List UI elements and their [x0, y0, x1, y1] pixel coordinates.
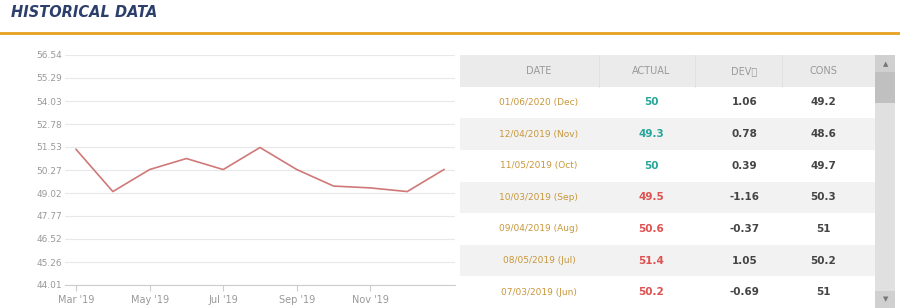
Text: 12/04/2019 (Nov): 12/04/2019 (Nov)	[500, 130, 579, 139]
Text: CONS: CONS	[810, 66, 837, 76]
Text: 50.2: 50.2	[638, 287, 664, 297]
Text: HISTORICAL DATA: HISTORICAL DATA	[11, 5, 158, 20]
Text: 0.39: 0.39	[732, 161, 758, 171]
Text: ▲: ▲	[883, 61, 888, 67]
Text: 10/03/2019 (Sep): 10/03/2019 (Sep)	[500, 193, 579, 202]
Bar	[460, 87, 876, 118]
Text: 50.6: 50.6	[638, 224, 664, 234]
Text: 51: 51	[816, 224, 831, 234]
Bar	[460, 150, 876, 181]
Bar	[460, 245, 876, 276]
Text: 09/04/2019 (Aug): 09/04/2019 (Aug)	[500, 225, 579, 233]
Text: 50: 50	[644, 97, 658, 107]
Text: DATE: DATE	[526, 66, 552, 76]
Bar	[460, 213, 876, 245]
Text: 07/03/2019 (Jun): 07/03/2019 (Jun)	[501, 288, 577, 297]
Text: 48.6: 48.6	[811, 129, 836, 139]
Bar	[460, 55, 876, 87]
Text: DEVⓘ: DEVⓘ	[732, 66, 758, 76]
Text: 50.2: 50.2	[811, 256, 836, 265]
Text: 50.3: 50.3	[811, 192, 836, 202]
Text: 01/06/2020 (Dec): 01/06/2020 (Dec)	[500, 98, 579, 107]
Bar	[460, 181, 876, 213]
Text: 0.78: 0.78	[732, 129, 758, 139]
Bar	[876, 72, 895, 103]
Text: -0.69: -0.69	[730, 287, 760, 297]
Bar	[460, 276, 876, 308]
Text: 51.4: 51.4	[638, 256, 664, 265]
Bar	[876, 55, 895, 72]
Text: 51: 51	[816, 287, 831, 297]
Bar	[876, 55, 895, 308]
Bar	[460, 118, 876, 150]
Bar	[876, 291, 895, 308]
Text: 49.2: 49.2	[811, 97, 836, 107]
Text: 1.06: 1.06	[732, 97, 758, 107]
Text: 08/05/2019 (Jul): 08/05/2019 (Jul)	[502, 256, 575, 265]
Text: 49.7: 49.7	[811, 161, 836, 171]
Text: 49.3: 49.3	[638, 129, 664, 139]
Text: 11/05/2019 (Oct): 11/05/2019 (Oct)	[500, 161, 578, 170]
Text: -1.16: -1.16	[730, 192, 760, 202]
Text: 49.5: 49.5	[638, 192, 664, 202]
Text: ▼: ▼	[883, 296, 888, 302]
Text: 1.05: 1.05	[732, 256, 758, 265]
Text: -0.37: -0.37	[730, 224, 760, 234]
Text: 50: 50	[644, 161, 658, 171]
Text: ACTUAL: ACTUAL	[632, 66, 670, 76]
